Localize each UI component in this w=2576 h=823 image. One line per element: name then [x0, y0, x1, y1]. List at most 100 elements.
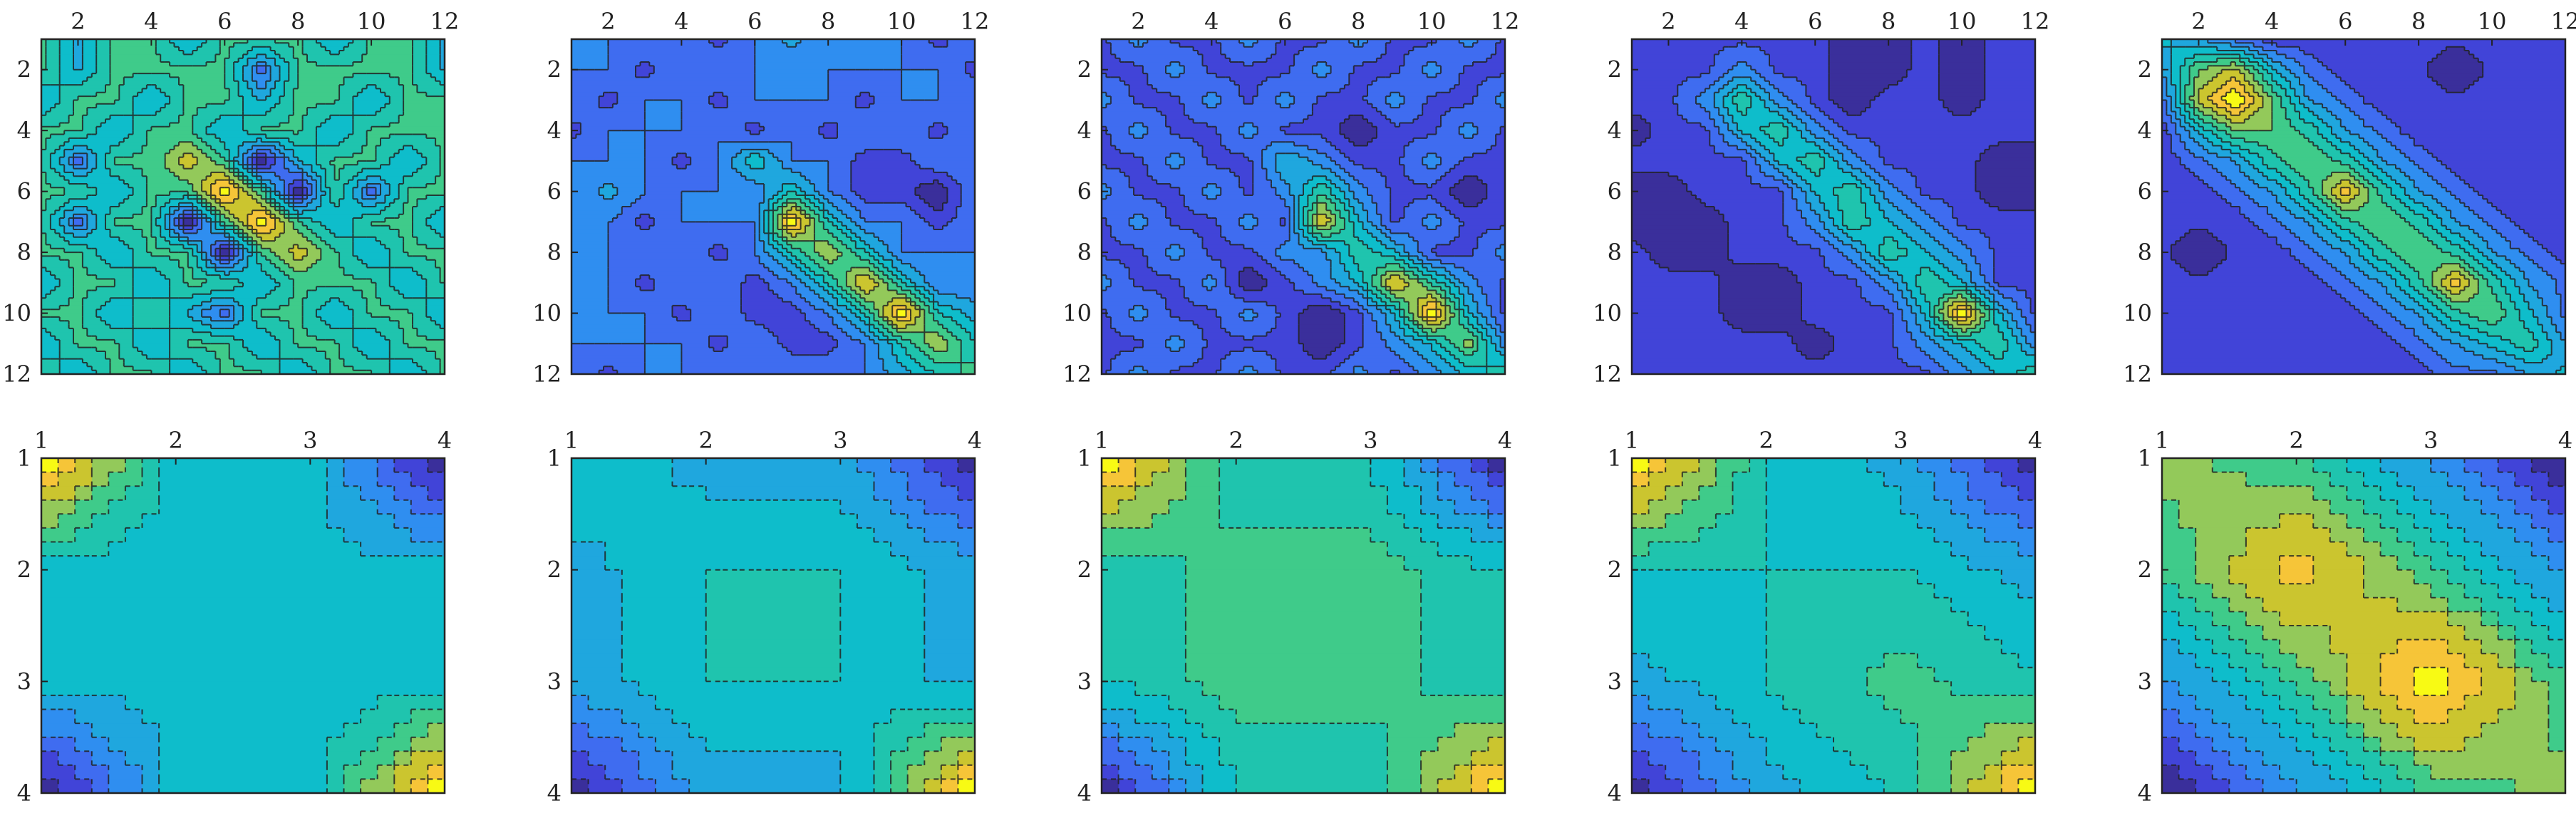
plot-frame [1630, 38, 2037, 376]
y-tick-label: 1 [2138, 445, 2152, 472]
x-tick-label: 12 [961, 8, 990, 35]
x-tick-label: 2 [698, 427, 713, 454]
y-tick-label: 2 [1077, 56, 1092, 83]
y-tick-label: 12 [1593, 361, 1622, 388]
x-tick-label: 4 [1204, 8, 1219, 35]
y-tick-label: 8 [1608, 239, 1622, 266]
plot-frame [1100, 457, 1506, 794]
y-tick-label: 10 [2123, 300, 2152, 327]
y-tick-label: 12 [1062, 361, 1092, 388]
contour-fill [41, 458, 445, 793]
contour-fill [1102, 39, 1505, 374]
x-tick-label: 6 [2338, 8, 2352, 35]
x-tick-label: 12 [430, 8, 460, 35]
contour-fill [1632, 39, 2035, 374]
x-tick-label: 2 [1661, 8, 1675, 35]
y-tick-label: 3 [547, 668, 562, 695]
contour-fill [571, 39, 975, 374]
x-tick-label: 2 [2191, 8, 2205, 35]
plot-frame [570, 457, 976, 794]
y-tick-label: 4 [1077, 117, 1092, 144]
contour-panel-5: 2 4 6 8 10 12 2 4 6 8 10 12 [2123, 8, 2576, 388]
x-tick-label: 4 [674, 8, 688, 35]
x-tick-label: 6 [217, 8, 232, 35]
plot-frame [570, 38, 976, 376]
contour-lines [1102, 39, 1505, 374]
x-tick-label: 1 [2155, 427, 2169, 454]
plot-frame [1630, 457, 2037, 794]
contour-lines [41, 39, 445, 374]
x-tick-label: 2 [1759, 427, 1773, 454]
y-tick-label: 6 [1608, 178, 1622, 205]
x-tick-label: 8 [821, 8, 835, 35]
x-tick-label: 10 [887, 8, 916, 35]
x-tick-label: 4 [144, 8, 158, 35]
y-tick-label: 2 [1077, 557, 1092, 584]
contour-fill [2162, 39, 2565, 374]
y-tick-label: 4 [1077, 780, 1092, 807]
y-tick-label: 12 [532, 361, 562, 388]
y-tick-label: 2 [2138, 56, 2152, 83]
y-tick-label: 1 [17, 445, 31, 472]
contour-fill [41, 39, 445, 374]
x-tick-label: 10 [2478, 8, 2507, 35]
x-tick-label: 4 [2028, 427, 2042, 454]
x-tick-label: 1 [1625, 427, 1639, 454]
contour-panel-1: 2 4 6 8 10 12 2 4 6 8 10 12 [2, 8, 459, 388]
x-tick-label: 4 [438, 427, 452, 454]
contour-lines [2162, 39, 2565, 374]
x-tick-label: 6 [748, 8, 762, 35]
y-tick-label: 10 [532, 300, 562, 327]
x-tick-label: 3 [303, 427, 317, 454]
y-tick-label: 12 [2, 361, 31, 388]
x-tick-label: 4 [2558, 427, 2572, 454]
contour-panel-7: 1 2 3 4 1 2 3 4 [547, 427, 983, 807]
x-tick-label: 3 [1363, 427, 1377, 454]
y-tick-label: 8 [17, 239, 31, 266]
plot-frame [40, 457, 446, 794]
y-tick-label: 2 [547, 56, 562, 83]
x-tick-label: 12 [2021, 8, 2050, 35]
x-tick-label: 2 [601, 8, 615, 35]
y-tick-label: 6 [2138, 178, 2152, 205]
y-tick-label: 6 [1077, 178, 1092, 205]
x-tick-label: 6 [1808, 8, 1822, 35]
x-tick-label: 2 [71, 8, 85, 35]
contour-panel-6: 1 2 3 4 1 2 3 4 [17, 427, 452, 807]
x-tick-label: 4 [1734, 8, 1749, 35]
y-tick-label: 2 [1608, 557, 1622, 584]
contour-panel-8: 1 2 3 4 1 2 3 4 [1077, 427, 1513, 807]
x-tick-label: 10 [357, 8, 386, 35]
y-tick-label: 3 [17, 668, 31, 695]
plot-frame [2161, 457, 2567, 794]
y-tick-label: 4 [17, 117, 31, 144]
plot-frame [2161, 38, 2567, 376]
x-tick-label: 8 [2411, 8, 2426, 35]
y-tick-label: 1 [1608, 445, 1622, 472]
contour-panel-2: 2 4 6 8 10 12 2 4 6 8 10 12 [532, 8, 989, 388]
contour-panel-3: 2 4 6 8 10 12 2 4 6 8 10 12 [1062, 8, 1519, 388]
x-tick-label: 10 [1417, 8, 1447, 35]
x-tick-label: 1 [1095, 427, 1109, 454]
x-tick-label: 12 [1491, 8, 1520, 35]
y-tick-label: 8 [2138, 239, 2152, 266]
x-tick-label: 2 [1131, 8, 1145, 35]
x-tick-label: 8 [1881, 8, 1895, 35]
y-tick-label: 8 [547, 239, 562, 266]
y-tick-label: 2 [2138, 557, 2152, 584]
y-tick-label: 3 [2138, 668, 2152, 695]
x-tick-label: 3 [2424, 427, 2438, 454]
x-tick-label: 8 [1351, 8, 1365, 35]
contour-lines [1632, 39, 2035, 374]
y-tick-label: 4 [2138, 117, 2152, 144]
y-tick-label: 3 [1077, 668, 1092, 695]
x-tick-label: 8 [291, 8, 305, 35]
y-tick-label: 6 [17, 178, 31, 205]
x-tick-label: 12 [2551, 8, 2576, 35]
y-tick-label: 10 [1062, 300, 1092, 327]
x-tick-label: 2 [2289, 427, 2303, 454]
contour-fill [1102, 458, 1505, 793]
y-tick-label: 4 [1608, 780, 1622, 807]
y-tick-label: 2 [17, 557, 31, 584]
